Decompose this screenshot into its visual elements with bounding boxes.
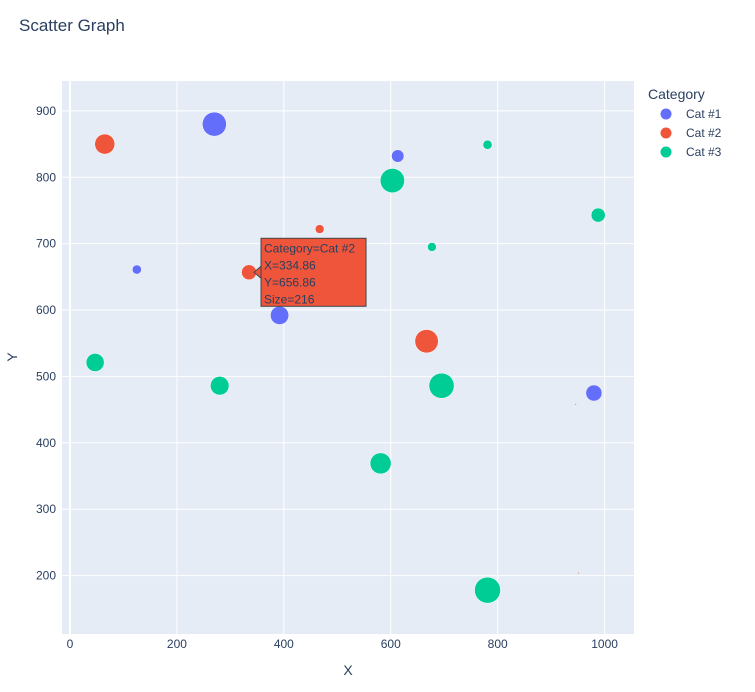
data-point[interactable] (577, 572, 579, 574)
y-tick-label: 800 (36, 170, 56, 184)
data-point[interactable] (590, 207, 606, 223)
y-tick-label: 300 (36, 502, 56, 516)
plot-area[interactable] (62, 81, 634, 634)
chart-title: Scatter Graph (19, 16, 125, 35)
data-points (85, 111, 606, 604)
legend-title: Category (648, 86, 705, 102)
gridlines (62, 81, 634, 634)
y-axis-title: Y (4, 352, 20, 362)
x-tick-label: 600 (381, 637, 401, 651)
data-point[interactable] (585, 384, 603, 402)
x-tick-label: 800 (488, 637, 508, 651)
data-point[interactable] (428, 372, 455, 399)
y-tick-label: 400 (36, 436, 56, 450)
y-tick-label: 600 (36, 303, 56, 317)
legend-marker[interactable] (660, 108, 672, 120)
x-tick-label: 200 (167, 637, 187, 651)
y-tick-label: 200 (36, 569, 56, 583)
data-point[interactable] (210, 376, 230, 396)
y-tick-label: 500 (36, 369, 56, 383)
data-point[interactable] (270, 305, 290, 325)
data-point[interactable] (379, 168, 405, 193)
data-point[interactable] (85, 353, 105, 372)
legend-marker[interactable] (660, 146, 672, 158)
tooltip-line: Category=Cat #2 (264, 241, 355, 255)
data-point[interactable] (427, 242, 437, 252)
x-axis-title: X (343, 662, 353, 678)
y-tick-label: 900 (36, 104, 56, 118)
data-point[interactable] (575, 403, 577, 405)
tooltip-line: Y=656.86 (264, 275, 316, 289)
tooltip-box (260, 237, 367, 307)
axis-ticks: 0 200 400 600 800 1000 200 300 400 500 600 700 800 90… (36, 104, 618, 651)
tooltip-line: X=334.86 (264, 258, 316, 272)
data-point[interactable] (131, 264, 142, 275)
legend-marker[interactable] (660, 127, 672, 139)
data-point[interactable] (369, 452, 392, 475)
data-point[interactable] (391, 149, 405, 163)
data-point[interactable] (94, 133, 116, 155)
legend-label[interactable]: Cat #1 (686, 107, 722, 121)
x-tick-label: 0 (67, 637, 74, 651)
x-tick-label: 400 (274, 637, 294, 651)
legend-label[interactable]: Cat #2 (686, 126, 722, 140)
data-point[interactable] (414, 329, 439, 354)
data-point[interactable] (314, 224, 325, 234)
tooltip-line: Size=216 (264, 292, 315, 306)
data-point[interactable] (202, 111, 227, 137)
x-tick-label: 1000 (591, 637, 618, 651)
data-point[interactable] (482, 139, 493, 150)
hover-tooltip: Category=Cat #2 X=334.86 Y=656.86 Size=216 (253, 237, 367, 307)
data-point[interactable] (474, 576, 501, 604)
legend-label[interactable]: Cat #3 (686, 145, 722, 159)
legend: Category Cat #1 Cat #2 Cat #3 (648, 86, 722, 159)
y-tick-label: 700 (36, 237, 56, 251)
